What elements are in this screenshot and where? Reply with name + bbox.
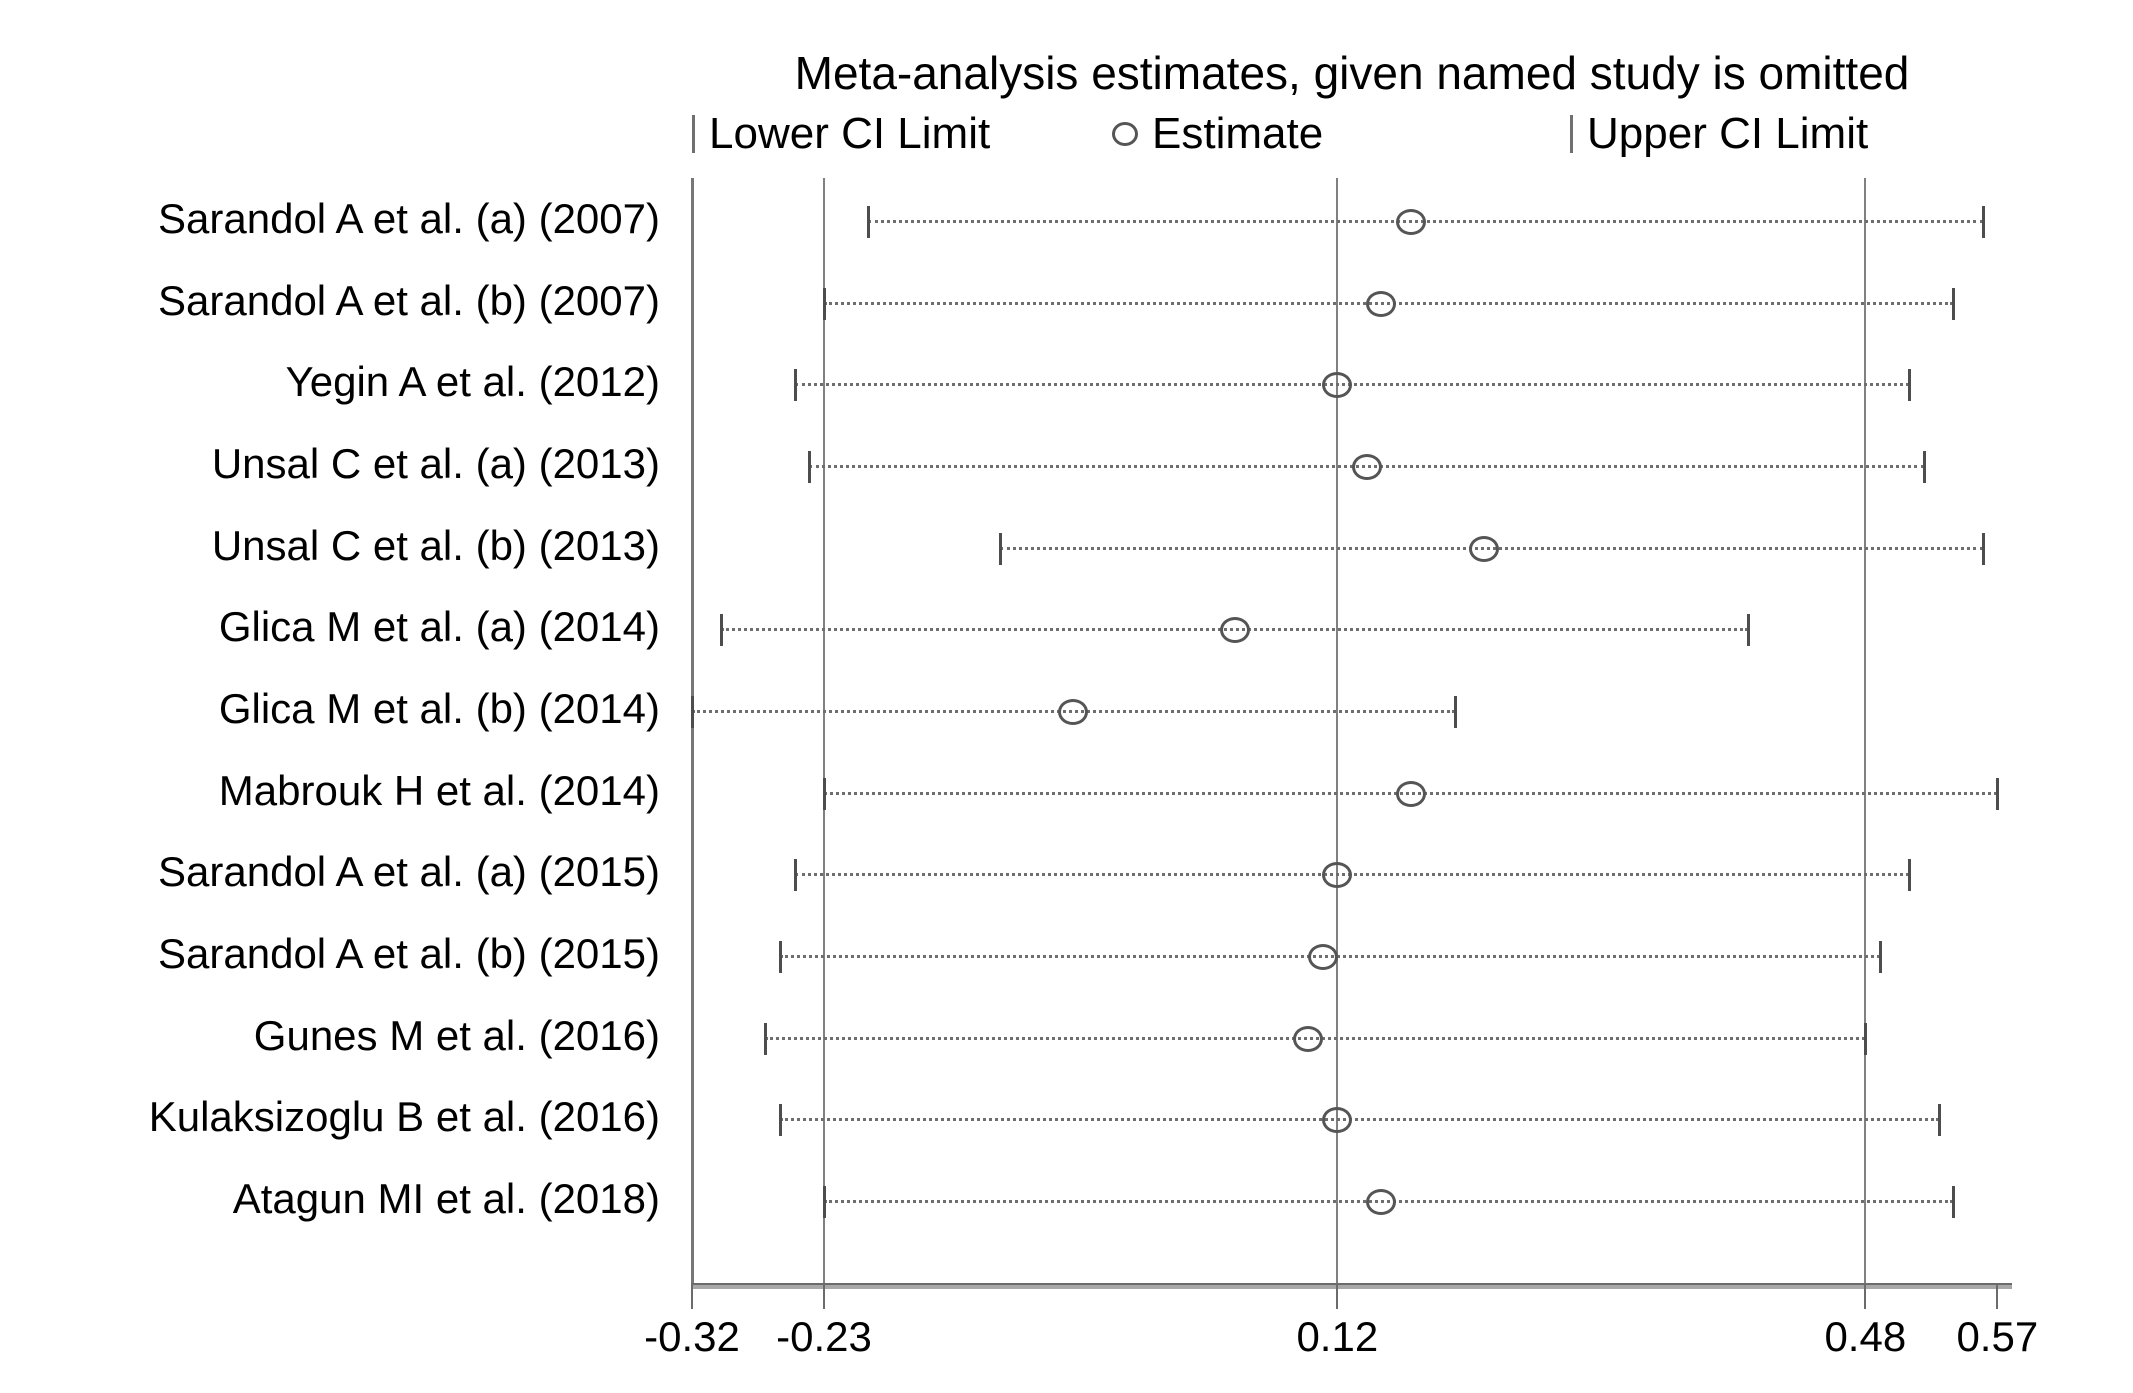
ci-upper-tick (1981, 206, 1985, 238)
ci-upper-tick (1981, 532, 1985, 565)
x-axis-tick (1864, 1283, 1867, 1309)
ci-lower-tick (999, 532, 1002, 565)
ci-upper-tick (1952, 1186, 1956, 1218)
study-label: Atagun MI et al. (2018) (232, 1175, 660, 1222)
ci-lower-tick (867, 206, 870, 238)
legend-estimate: Estimate (1112, 108, 1323, 160)
lower-ci-tick-icon (692, 115, 695, 153)
study-label: Unsal C et al. (b) (2013) (211, 521, 660, 569)
ci-lower-tick (808, 451, 812, 483)
legend-lower-ci-label: Lower CI Limit (709, 109, 991, 158)
study-label: Sarandol A et al. (a) (2015) (158, 848, 660, 896)
ci-upper-tick (1453, 696, 1457, 728)
ci-lower-tick (793, 859, 797, 892)
x-axis-tick-label: 0.57 (1956, 1313, 2039, 1360)
x-axis-tick-label: -0.32 (644, 1313, 740, 1360)
legend-upper-ci-label: Upper CI Limit (1587, 109, 1869, 158)
study-label: Mabrouk H et al. (2014) (218, 766, 660, 814)
ci-upper-tick (1747, 614, 1750, 647)
ci-upper-tick (1923, 451, 1926, 483)
ci-lower-tick (691, 696, 694, 728)
ci-upper-tick (1879, 941, 1882, 973)
estimate-marker (1395, 780, 1426, 807)
study-label: Unsal C et al. (a) (2013) (211, 440, 660, 487)
study-label: Sarandol A et al. (a) (2007) (158, 195, 660, 242)
plot-left-border (691, 178, 694, 1283)
x-axis-tick-label: -0.23 (776, 1313, 872, 1360)
ci-lower-tick (793, 369, 797, 402)
estimate-marker (1307, 944, 1338, 970)
ci-upper-tick (1937, 1104, 1941, 1137)
study-label: Kulaksizoglu B et al. (2016) (148, 1093, 660, 1141)
estimate-marker (1322, 372, 1353, 399)
reference-line--0.23 (823, 178, 825, 1283)
ci-upper-tick (1864, 1022, 1868, 1055)
ci-lower-tick (779, 1104, 782, 1137)
legend-estimate-label: Estimate (1152, 109, 1324, 158)
ci-lower-tick (779, 941, 782, 973)
estimate-marker (1351, 454, 1382, 480)
estimate-circle-icon (1112, 122, 1138, 146)
x-axis-line (692, 1283, 2012, 1289)
x-axis-tick (1996, 1283, 1999, 1309)
ci-upper-tick (1996, 777, 2000, 810)
estimate-marker (1322, 1107, 1353, 1134)
study-label: Sarandol A et al. (b) (2007) (158, 276, 660, 324)
ci-upper-tick (1908, 369, 1912, 402)
estimate-marker (1366, 1189, 1397, 1215)
estimate-marker (1219, 617, 1250, 644)
x-axis-tick-label: 0.48 (1824, 1313, 1907, 1360)
upper-ci-tick-icon (1570, 115, 1573, 153)
x-axis-tick (823, 1283, 825, 1309)
chart-title: Meta-analysis estimates, given named stu… (794, 47, 1910, 99)
study-label: Glica M et al. (a) (2014) (218, 603, 660, 651)
ci-lower-tick (823, 1186, 826, 1218)
ci-upper-tick (1952, 287, 1956, 320)
row-dotted-line (780, 1118, 1939, 1122)
estimate-marker (1322, 862, 1353, 889)
estimate-marker (1058, 699, 1089, 725)
x-axis-tick-label: 0.12 (1296, 1313, 1379, 1360)
legend-upper-ci: Upper CI Limit (1570, 108, 1868, 160)
ci-lower-tick (764, 1022, 768, 1055)
ci-lower-tick (823, 777, 826, 810)
ci-lower-tick (823, 287, 826, 320)
reference-line-0.48 (1864, 178, 1867, 1283)
estimate-marker (1469, 535, 1499, 562)
study-label: Yegin A et al. (2012) (285, 358, 660, 406)
legend-lower-ci: Lower CI Limit (692, 108, 990, 160)
estimate-marker (1366, 290, 1397, 317)
study-label: Sarandol A et al. (b) (2015) (158, 930, 660, 977)
ci-lower-tick (720, 614, 724, 647)
estimate-marker (1395, 209, 1426, 235)
reference-line-0.12 (1336, 178, 1339, 1283)
study-label: Glica M et al. (b) (2014) (218, 685, 660, 732)
ci-upper-tick (1908, 859, 1912, 892)
study-label: Gunes M et al. (2016) (253, 1011, 660, 1059)
estimate-marker (1293, 1025, 1323, 1052)
x-axis-tick (691, 1283, 693, 1309)
x-axis-tick (1336, 1283, 1339, 1309)
